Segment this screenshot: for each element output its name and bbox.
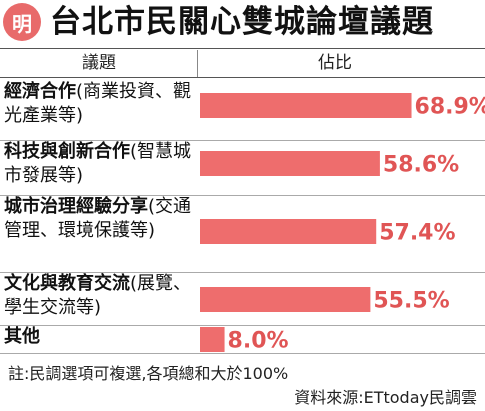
bar bbox=[200, 93, 412, 118]
category-row: 文化與教育交流(展覽、學生交流等) bbox=[0, 272, 485, 325]
source-credit: 資料來源:ETtoday民調雲 bbox=[294, 388, 477, 407]
category-label-main: 其他 bbox=[4, 326, 40, 347]
bar-value-label: 57.4% bbox=[379, 221, 455, 246]
category-label-main: 科技與創新合作 bbox=[4, 141, 130, 162]
category-label: 科技與創新合作(智慧城市發展等) bbox=[4, 140, 198, 188]
bar-value-label: 55.5% bbox=[373, 289, 449, 314]
category-label-main: 文化與教育交流 bbox=[4, 273, 130, 294]
category-label: 文化與教育交流(展覽、學生交流等) bbox=[4, 272, 198, 320]
bar bbox=[200, 219, 377, 244]
header: 明 台北市民關心雙城論壇議題 bbox=[0, 0, 485, 45]
column-header-topic: 議題 bbox=[82, 53, 116, 73]
category-label-detail: (展覽、學生交流等) bbox=[4, 273, 192, 318]
row-divider bbox=[0, 325, 485, 326]
category-label-detail: (交通管理、環境保護等) bbox=[4, 196, 192, 241]
category-row: 其他 bbox=[0, 325, 485, 353]
column-header-share: 佔比 bbox=[318, 53, 352, 73]
bar-value-label: 58.6% bbox=[383, 153, 459, 178]
category-label: 城市治理經驗分享(交通管理、環境保護等) bbox=[4, 195, 198, 243]
footnote: 註:民調選項可複選,各項總和大於100% bbox=[8, 364, 289, 383]
bar bbox=[200, 327, 225, 352]
bar bbox=[200, 287, 371, 312]
row-divider bbox=[0, 140, 485, 141]
category-row: 經濟合作(商業投資、觀光產業等) bbox=[0, 80, 485, 140]
row-divider bbox=[0, 272, 485, 273]
bar-value-label: 68.9% bbox=[415, 95, 485, 120]
bar-value-label: 8.0% bbox=[228, 329, 289, 354]
category-label: 其他 bbox=[4, 325, 198, 349]
category-label-main: 經濟合作 bbox=[4, 81, 76, 102]
brand-logo-icon: 明 bbox=[3, 3, 41, 41]
chart-title: 台北市民關心雙城論壇議題 bbox=[50, 4, 434, 40]
row-divider bbox=[0, 195, 485, 196]
category-label: 經濟合作(商業投資、觀光產業等) bbox=[4, 80, 198, 128]
category-label-main: 城市治理經驗分享 bbox=[4, 196, 148, 217]
category-row: 科技與創新合作(智慧城市發展等) bbox=[0, 140, 485, 195]
category-row: 城市治理經驗分享(交通管理、環境保護等) bbox=[0, 195, 485, 272]
category-label-detail: (商業投資、觀光產業等) bbox=[4, 81, 192, 126]
column-header-divider bbox=[0, 77, 485, 78]
column-divider bbox=[197, 50, 198, 77]
header-divider bbox=[0, 48, 485, 49]
bar bbox=[200, 151, 380, 176]
category-label-detail: (智慧城市發展等) bbox=[4, 141, 192, 186]
column-headers: 議題 佔比 bbox=[0, 50, 485, 76]
row-divider bbox=[0, 353, 485, 354]
